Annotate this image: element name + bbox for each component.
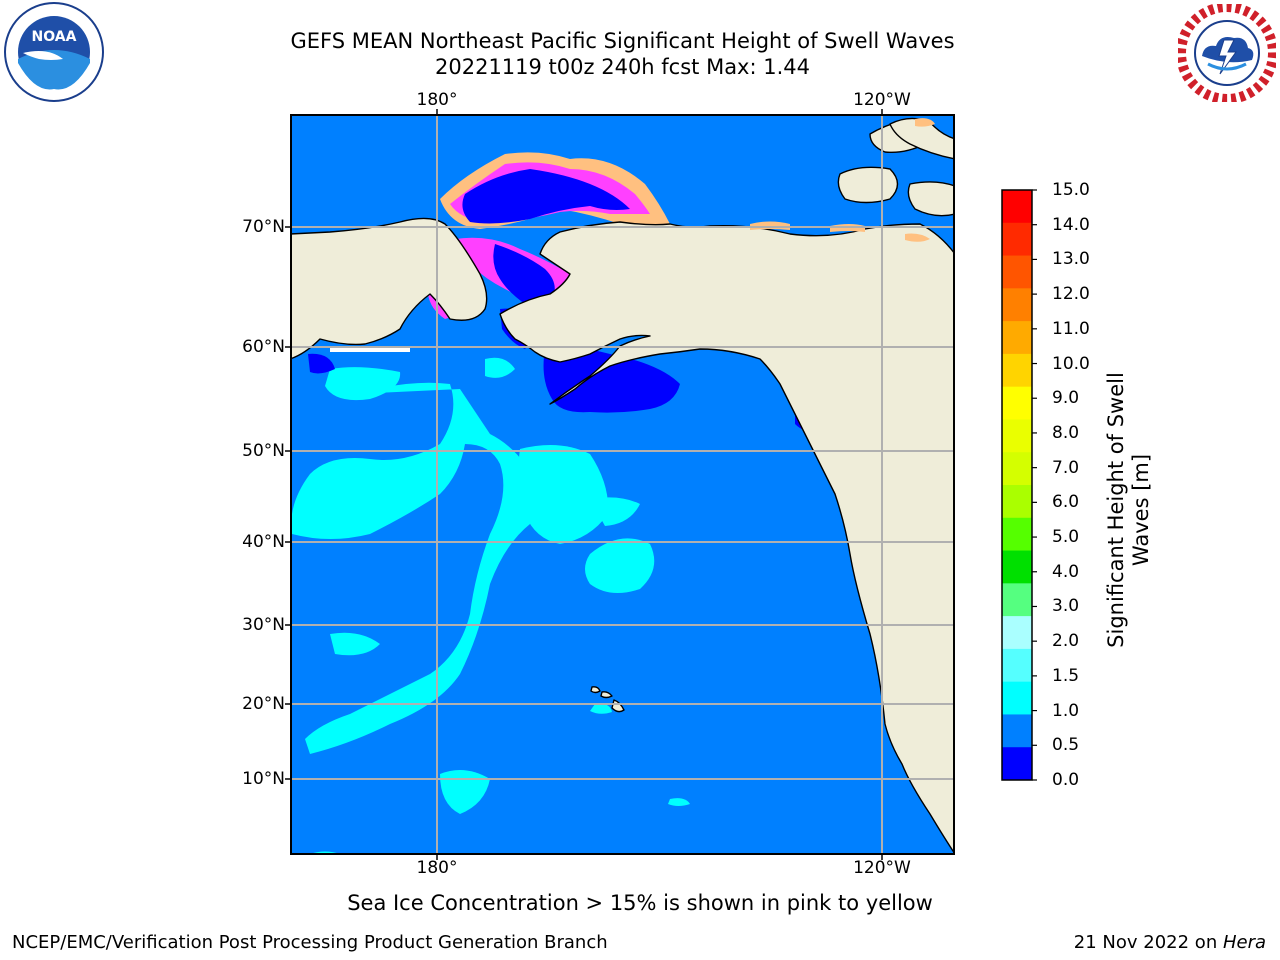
colorbar-segment [1002, 583, 1032, 617]
colorbar-tick-label: 0.5 [1052, 735, 1080, 756]
lat-label-50n: 50°N [242, 441, 285, 461]
colorbar-segment [1002, 452, 1032, 486]
footer-date: 21 Nov 2022 on Hera [1074, 932, 1266, 953]
colorbar-segment [1002, 222, 1032, 257]
colorbar-title: Significant Height of Swell Waves [m] [1104, 372, 1153, 648]
colorbar-frame [1001, 189, 1033, 781]
nws-logo-icon [1178, 4, 1276, 102]
footer-machine: Hera [1222, 932, 1266, 953]
colorbar-tick-label: 12.0 [1052, 284, 1090, 305]
lat-label-10n: 10°N [242, 769, 285, 789]
noaa-logo-text: NOAA [32, 29, 77, 45]
colorbar-tick-label: 8.0 [1052, 422, 1080, 443]
colorbar-segment [1002, 714, 1032, 748]
lon-label-top-180: 180° [416, 90, 458, 110]
graticule [290, 114, 955, 855]
lon-label-top-120w: 120°W [853, 90, 911, 110]
colorbar-segment [1002, 190, 1032, 224]
colorbar-segment [1002, 517, 1032, 552]
colorbar-tick-label: 4.0 [1052, 561, 1080, 582]
colorbar-tick-label: 0.0 [1052, 770, 1080, 790]
lon-label-bottom-180: 180° [416, 858, 458, 878]
colorbar-tick-label: 7.0 [1052, 457, 1080, 478]
colorbar-segment [1002, 419, 1032, 453]
colorbar-tick-label: 2.0 [1052, 631, 1080, 652]
colorbar-tick-label: 14.0 [1052, 214, 1090, 235]
colorbar-segment [1002, 288, 1032, 322]
lat-label-20n: 20°N [242, 694, 285, 714]
chart-subtitle: 20221119 t00z 240h fcst Max: 1.44 [435, 55, 810, 79]
footer-date-text: 21 Nov 2022 on [1073, 932, 1223, 953]
colorbar-segment [1002, 255, 1032, 289]
colorbar [1001, 189, 1037, 781]
colorbar-tick-label: 13.0 [1052, 249, 1090, 270]
lat-label-70n: 70°N [242, 217, 285, 237]
chart-title: GEFS MEAN Northeast Pacific Significant … [290, 29, 955, 53]
colorbar-tick-label: 11.0 [1052, 318, 1090, 339]
colorbar-tick-label: 3.0 [1052, 596, 1080, 617]
colorbar-tick-label: 15.0 [1052, 180, 1090, 200]
colorbar-tick-label: 1.0 [1052, 700, 1080, 721]
sea-ice-caption: Sea Ice Concentration > 15% is shown in … [347, 891, 933, 915]
colorbar-tick-label: 10.0 [1052, 353, 1090, 374]
colorbar-segment [1002, 648, 1032, 683]
lat-label-60n: 60°N [242, 337, 285, 357]
colorbar-segment [1002, 321, 1032, 355]
lat-label-40n: 40°N [242, 532, 285, 552]
map-ticks [285, 109, 883, 860]
colorbar-segment [1002, 386, 1032, 420]
colorbar-tick-label: 5.0 [1052, 527, 1080, 548]
colorbar-segment [1002, 550, 1032, 584]
map-plot [290, 114, 955, 855]
colorbar-segment [1002, 485, 1032, 519]
colorbar-segment [1002, 616, 1032, 650]
lat-label-30n: 30°N [242, 615, 285, 635]
footer-credit: NCEP/EMC/Verification Post Processing Pr… [12, 932, 608, 953]
colorbar-segment [1002, 353, 1032, 388]
map-frame [290, 114, 955, 855]
colorbar-segment [1002, 681, 1032, 715]
colorbar-tick-label: 6.0 [1052, 492, 1080, 513]
colorbar-segment [1002, 747, 1032, 781]
colorbar-tick-label: 9.0 [1052, 388, 1080, 409]
noaa-logo-icon: NOAA [4, 2, 104, 102]
colorbar-tick-label: 1.5 [1052, 665, 1080, 686]
lon-label-bottom-120w: 120°W [853, 858, 911, 878]
